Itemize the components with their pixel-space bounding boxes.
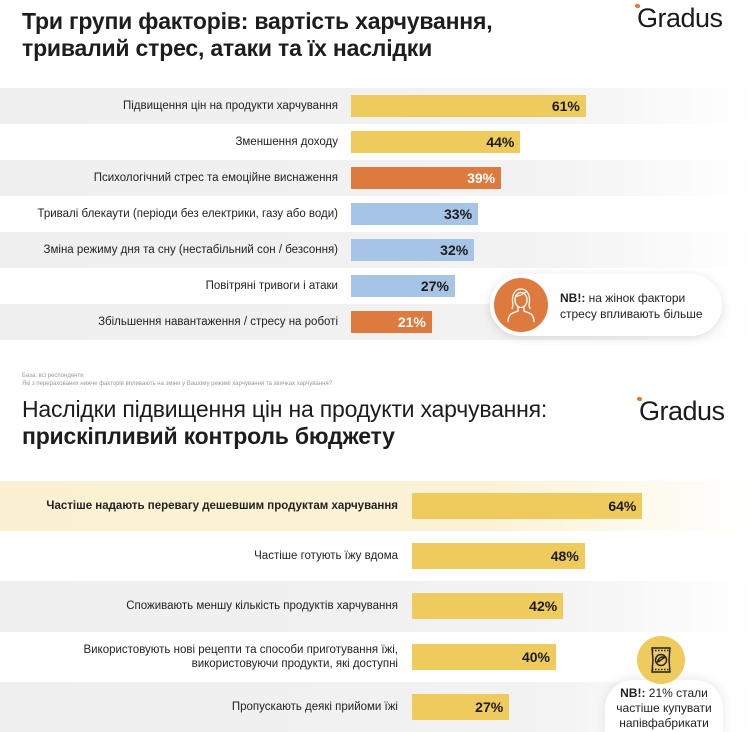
chart2-title: Наслідки підвищення цін на продукти харч… [22, 396, 547, 450]
category-label: Повітряні тривоги і атаки [205, 280, 338, 292]
chart-row: Використовують нові рецепти та способи п… [0, 632, 755, 682]
gradus-logo: Gradus [634, 3, 723, 34]
bar: 33% [351, 203, 479, 225]
category-label: Споживають меншу кількість продуктів хар… [126, 600, 398, 613]
chart-row: Зміна режиму дня та сну (нестабільний со… [0, 232, 755, 268]
bar: 21% [351, 311, 432, 333]
note-text: NB!: 21% стали частіше купувати напівфаб… [616, 686, 712, 730]
chart-row: Повітряні тривоги і атаки 27% [0, 268, 755, 304]
bar: 44% [351, 131, 521, 153]
bar-value-label: 42% [529, 598, 558, 615]
bar-value-label: 39% [467, 170, 496, 186]
snack-package-icon [637, 636, 685, 684]
category-label: Частіше готують їжу вдома [254, 550, 398, 563]
category-label: Частіше надають перевагу дешевшим продук… [46, 500, 398, 513]
note-semi-finished: NB!: 21% стали частіше купувати напівфаб… [605, 680, 723, 732]
bar-value-label: 32% [440, 242, 469, 258]
bar: 32% [351, 239, 475, 261]
chart1-title: Три групи факторів: вартість харчування,… [22, 8, 493, 61]
bar: 27% [351, 275, 455, 297]
bar-value-label: 40% [521, 648, 550, 665]
bar-value-label: 27% [420, 278, 449, 294]
bar-value-label: 33% [444, 206, 473, 222]
woman-icon [494, 278, 548, 332]
note-text: NB!: на жінок фактори стресу впливають б… [560, 291, 703, 321]
chart-row: Тривалі блекаути (періоди без електрики,… [0, 196, 755, 232]
bar: 40% [412, 643, 556, 670]
chart-row: Підвищення цін на продукти харчування 61% [0, 88, 755, 124]
logo-text: Gradus [639, 396, 725, 426]
chart-row: Психологічний стрес та емоційне виснажен… [0, 160, 755, 196]
bar-value-label: 27% [475, 698, 504, 715]
bar: 64% [412, 493, 643, 520]
chart-factors: Підвищення цін на продукти харчування 61%… [0, 88, 755, 340]
gradus-logo: Gradus [636, 396, 725, 427]
category-label: Тривалі блекаути (періоди без електрики,… [37, 208, 338, 220]
category-label: Пропускають деякі прийоми їжі [231, 700, 398, 713]
bar-value-label: 44% [486, 134, 515, 150]
bar-value-label: 21% [397, 314, 426, 330]
chart2-title-bold: прискіпливий контроль бюджету [22, 423, 395, 449]
footnote: База: всі респонденти Які з перераховани… [22, 372, 332, 388]
category-label: Психологічний стрес та емоційне виснажен… [93, 172, 338, 184]
bar: 48% [412, 543, 585, 570]
chart-row: Частіше готують їжу вдома 48% [0, 531, 755, 581]
category-label: Підвищення цін на продукти харчування [122, 100, 338, 112]
note-women-stress: NB!: на жінок фактори стресу впливають б… [490, 274, 722, 336]
category-label: Зменшення доходу [235, 136, 338, 148]
footnote-base: База: всі респонденти [22, 373, 84, 379]
bar-value-label: 48% [550, 548, 579, 565]
bar: 61% [351, 95, 586, 117]
category-label: Зміна режиму дня та сну (нестабільний со… [43, 244, 338, 256]
footnote-question: Які з перерахованих нижче факторів вплив… [22, 381, 332, 387]
bar: 39% [351, 167, 502, 189]
category-label: Використовують нові рецепти та способи п… [83, 643, 398, 670]
bar: 42% [412, 593, 564, 620]
logo-text: Gradus [637, 3, 723, 33]
category-label: Збільшення навантаження / стресу на робо… [98, 316, 338, 328]
bar-value-label: 61% [551, 98, 580, 114]
bar: 27% [412, 693, 510, 720]
bar-value-label: 64% [608, 498, 637, 515]
chart-row: Частіше надають перевагу дешевшим продук… [0, 481, 755, 532]
chart2-title-regular: Наслідки підвищення цін на продукти харч… [22, 396, 548, 422]
chart-row: Споживають меншу кількість продуктів хар… [0, 581, 755, 632]
chart-row: Зменшення доходу 44% [0, 124, 755, 160]
